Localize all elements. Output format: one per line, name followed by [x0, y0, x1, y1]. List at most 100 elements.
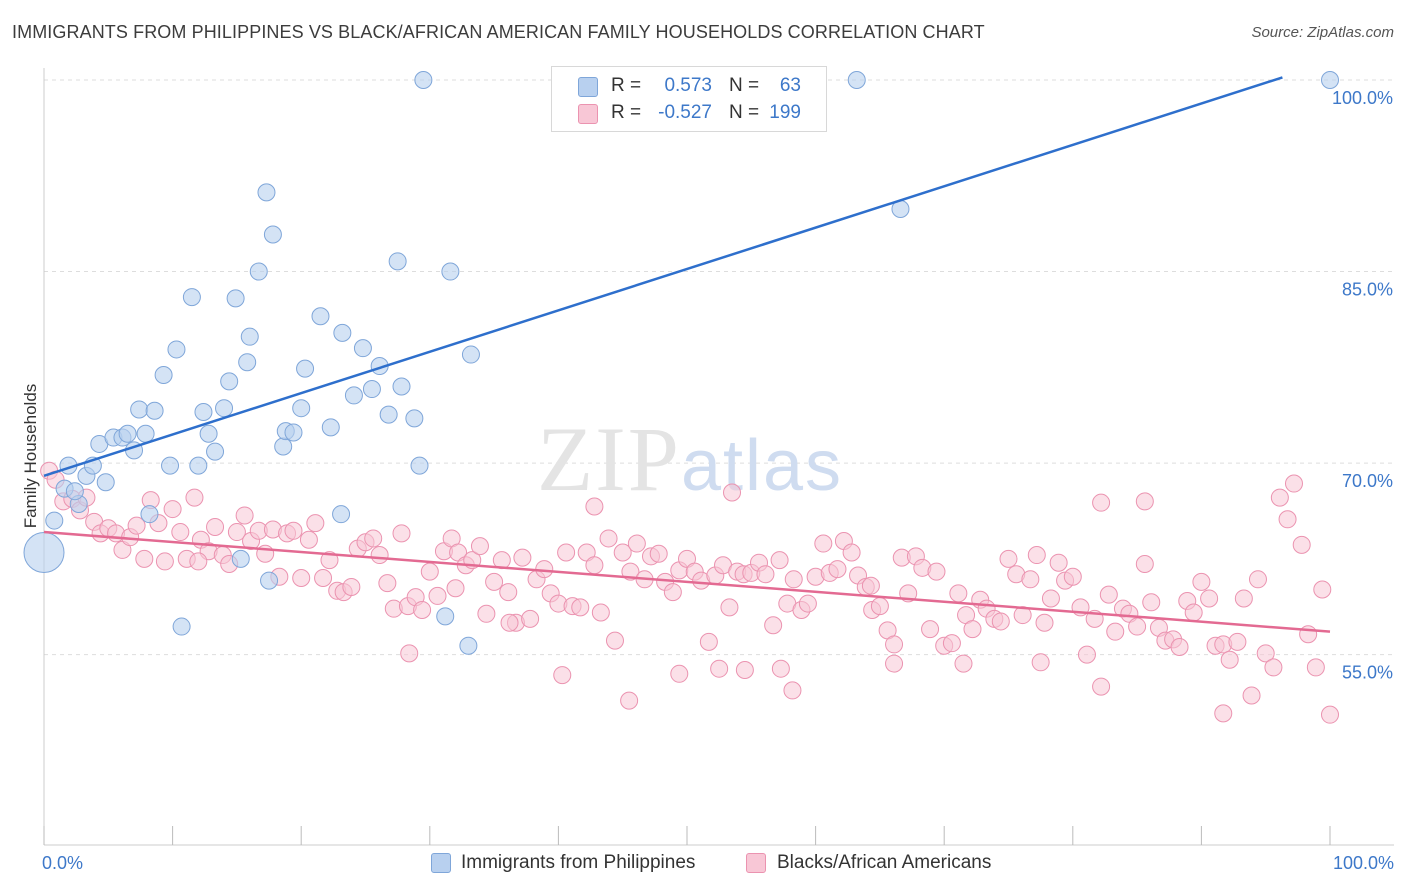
pink-data-point [1135, 554, 1154, 573]
pink-data-point [954, 654, 973, 673]
pink-data-point [513, 548, 532, 567]
trend-lines [43, 76, 1331, 633]
pink-data-point [1035, 613, 1054, 632]
pink-data-point [485, 572, 504, 591]
pink-data-point [627, 534, 646, 553]
blue-data-point [405, 409, 424, 428]
x-tick-label-max: 100.0% [1333, 853, 1394, 873]
pink-data-point [400, 644, 419, 663]
blue-data-point [206, 442, 225, 461]
pink-data-point [771, 659, 790, 678]
pink-data-point [620, 691, 639, 710]
pink-data-point [521, 609, 540, 628]
legend-r-value: 0.573 [664, 75, 712, 96]
pink-data-point [185, 488, 204, 507]
pink-data-point [885, 654, 904, 673]
blue-data-point [459, 636, 478, 655]
pink-data-point [227, 523, 246, 542]
pink-data-point [1092, 493, 1111, 512]
blue-data-point [96, 473, 115, 492]
pink-data-point [1264, 658, 1283, 677]
legend-swatch-pink [746, 853, 766, 873]
blue-data-point [332, 505, 351, 524]
pink-data-point [591, 603, 610, 622]
pink-data-point [392, 524, 411, 543]
pink-data-point [1027, 546, 1046, 565]
pink-data-point [571, 598, 590, 617]
pink-data-point [798, 594, 817, 613]
legend-n-label: N = [729, 75, 760, 96]
blue-data-point [414, 71, 433, 89]
pink-data-point [342, 577, 361, 596]
y-tick-labels: 55.0% 70.0% 85.0% 100.0% [1332, 88, 1393, 683]
axes [43, 68, 1394, 846]
blue-data-point [436, 607, 455, 626]
pink-data-point [1077, 645, 1096, 664]
pink-data-point [720, 598, 739, 617]
pink-data-point [135, 549, 154, 568]
y-tick-label: 85.0% [1342, 280, 1393, 300]
pink-data-point [1256, 644, 1275, 663]
pink-data-point [1292, 535, 1311, 554]
stats-legend: R = 0.573 N = 63 R = -0.527 N = 199 [551, 66, 827, 132]
x-tick-label-min: 0.0% [42, 853, 83, 873]
pink-data-point [378, 574, 397, 593]
legend-n-value: 199 [769, 102, 801, 123]
pink-data-point [1041, 589, 1060, 608]
blue-data-point [172, 617, 191, 636]
blue-series-points [23, 71, 1339, 655]
blue-data-point [321, 418, 340, 437]
pink-data-point [163, 500, 182, 519]
pink-data-point [1099, 585, 1118, 604]
pink-data-point [710, 659, 729, 678]
blue-data-point [189, 456, 208, 475]
legend-r-label: R = [611, 75, 642, 96]
legend-swatch-blue [578, 77, 598, 97]
pink-data-point [370, 546, 389, 565]
pink-data-point [206, 517, 225, 536]
pink-data-point [770, 551, 789, 570]
blue-data-point [311, 307, 330, 326]
blue-data-point [23, 531, 65, 573]
legend-row-black: R = -0.527 N = 199 [552, 101, 826, 127]
blue-data-point [362, 380, 381, 399]
blue-data-point [847, 71, 866, 89]
pink-data-point [364, 529, 383, 548]
pink-data-point [477, 604, 496, 623]
pink-data-point [1306, 658, 1325, 677]
blue-data-point [257, 183, 276, 202]
blue-data-point [461, 345, 480, 364]
pink-data-point [500, 613, 519, 632]
pink-data-point [420, 562, 439, 581]
blue-data-point [182, 288, 201, 307]
pink-data-point [413, 600, 432, 619]
pink-data-point [735, 660, 754, 679]
pink-data-point [314, 569, 333, 588]
pink-data-point [284, 521, 303, 540]
blue-data-point [238, 353, 257, 372]
pink-data-point [235, 506, 254, 525]
pink-data-point [306, 514, 325, 533]
legend-label-philippines: Immigrants from Philippines [461, 852, 696, 873]
blue-data-point [118, 424, 137, 443]
pink-data-point [963, 620, 982, 639]
pink-data-point [842, 543, 861, 562]
pink-data-point [1321, 705, 1339, 724]
pink-data-point [1049, 553, 1068, 572]
pink-data-point [428, 586, 447, 605]
pink-data-point [1284, 474, 1303, 493]
pink-data-point [764, 616, 783, 635]
legend-swatch-pink [578, 104, 598, 124]
pink-data-point [605, 631, 624, 650]
blue-data-point [292, 399, 311, 418]
pink-data-point [1170, 637, 1189, 656]
blue-data-point [199, 424, 218, 443]
blue-data-point [240, 327, 259, 346]
pink-data-point [1128, 617, 1147, 636]
pink-data-point [999, 549, 1018, 568]
legend-swatch-blue [431, 853, 451, 873]
pink-data-point [1106, 622, 1125, 641]
pink-data-point [1242, 686, 1261, 705]
pink-data-point [470, 537, 489, 556]
